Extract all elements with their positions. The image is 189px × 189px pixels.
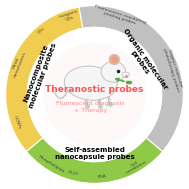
- Ellipse shape: [101, 61, 126, 82]
- Text: Metal
nanoclusters: Metal nanoclusters: [9, 49, 27, 78]
- Text: Self-assembled
nanocapsule probes: Self-assembled nanocapsule probes: [55, 147, 134, 160]
- Wedge shape: [79, 6, 183, 152]
- Wedge shape: [26, 138, 163, 183]
- Circle shape: [43, 43, 146, 146]
- Ellipse shape: [64, 66, 117, 100]
- Ellipse shape: [109, 54, 119, 65]
- Ellipse shape: [122, 72, 129, 77]
- Wedge shape: [6, 7, 83, 152]
- Text: Inorganic
QDs: Inorganic QDs: [58, 9, 80, 23]
- Text: Phospholipids: Phospholipids: [37, 155, 65, 174]
- Text: Theranostic probes: Theranostic probes: [45, 85, 144, 94]
- Ellipse shape: [111, 56, 118, 63]
- Text: F127: F127: [67, 171, 79, 177]
- Text: Cell
membrane: Cell membrane: [123, 156, 148, 175]
- Text: BSA: BSA: [97, 174, 106, 179]
- Text: Organic molecular
probes: Organic molecular probes: [116, 27, 169, 94]
- Text: Fluorescence monitoring
prodrug probes: Fluorescence monitoring prodrug probes: [93, 4, 147, 29]
- Text: Fluorescent diagnosis
+ Therapy: Fluorescent diagnosis + Therapy: [57, 101, 125, 113]
- Text: CDs: CDs: [36, 26, 46, 35]
- Text: UCNPs: UCNPs: [13, 115, 22, 130]
- Circle shape: [27, 27, 162, 162]
- Circle shape: [30, 30, 159, 159]
- Text: Organic molecular
phototherapy probes: Organic molecular phototherapy probes: [162, 46, 184, 92]
- Text: Nanocomposite
molecular probes: Nanocomposite molecular probes: [22, 40, 57, 109]
- Circle shape: [44, 44, 145, 145]
- Wedge shape: [83, 30, 159, 136]
- Wedge shape: [30, 31, 86, 136]
- Wedge shape: [45, 127, 144, 159]
